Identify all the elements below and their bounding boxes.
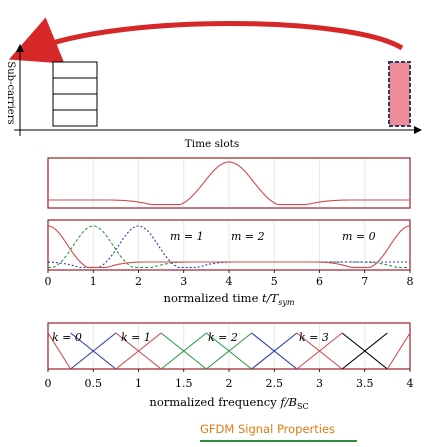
freq-axis-ticks: 0 0.5 1 1.5 2 2.5 3 3.5 4	[45, 369, 414, 390]
freq-tick-label: 4	[407, 377, 414, 390]
first-time-slot-block	[52, 61, 98, 127]
label-k-1: k = 1	[121, 331, 151, 344]
time-axis-ticks: 0 1 2 3 4 5 6 7 8	[45, 270, 414, 288]
subcarrier-spectrum-1	[160, 332, 207, 370]
figure-caption: GFDM Signal Properties	[200, 422, 336, 436]
freq-tick-label: 2	[226, 377, 233, 390]
time-tick-label: 0	[45, 275, 52, 288]
subcarrier-spectrum-mid-1	[206, 332, 252, 370]
label-m-1: m = 1	[170, 230, 204, 243]
label-k-0: k = 0	[52, 331, 82, 344]
single-pulse-panel	[47, 157, 411, 209]
freq-tick-label: 0	[45, 377, 52, 390]
freq-tick-label: 3	[316, 377, 323, 390]
freq-tick-label: 1	[135, 377, 142, 390]
freq-tick-label: 0.5	[85, 377, 103, 390]
gfdm-figure: Sub-carriers Time slots m = 1 m = 2 m = …	[5, 17, 422, 411]
caption-underline	[200, 440, 357, 442]
time-tick-label: 8	[407, 275, 414, 288]
time-tick-label: 7	[361, 275, 368, 288]
time-tick-label: 6	[316, 275, 323, 288]
freq-axis-label: normalized frequency f/BSC	[149, 395, 308, 411]
time-panel-grid	[92, 221, 366, 269]
time-domain-curves	[47, 225, 411, 268]
time-tick-label: 4	[226, 275, 233, 288]
freq-tick-label: 2.5	[266, 377, 284, 390]
subcarrier-spectrum-mid-0	[115, 332, 162, 370]
last-time-slot-block	[388, 61, 411, 127]
label-k-2: k = 2	[208, 331, 238, 344]
x-axis-label: Time slots	[185, 138, 240, 150]
pulse-panel-grid	[92, 159, 366, 207]
subcarrier-edge-left	[47, 332, 72, 370]
pulse-m-0	[47, 225, 411, 268]
time-domain-panel: m = 1 m = 2 m = 0 0 1 2 3 4 5 6 7 8 normalized t…	[45, 219, 414, 307]
time-tick-label: 1	[90, 275, 97, 288]
freq-tick-label: 1.5	[175, 377, 193, 390]
freq-tick-label: 3.5	[356, 377, 374, 390]
time-axis-label: normalized time t/Tsym	[164, 291, 295, 307]
freq-panel-grid	[92, 324, 366, 368]
frequency-domain-panel: k = 0 k = 1 k = 2 k = 3 0 0.5 1 1.5 2 2.5 3 3.5…	[45, 322, 414, 411]
label-m-2: m = 2	[231, 230, 265, 243]
time-tick-label: 5	[271, 275, 278, 288]
subcarrier-spectrum-2	[251, 332, 298, 370]
subcarrier-edge-right	[386, 332, 411, 370]
time-tick-label: 3	[180, 275, 187, 288]
frequency-domain-curves	[47, 332, 411, 370]
subcarrier-spectrum-3	[341, 332, 388, 370]
cyclic-arrow	[8, 17, 404, 64]
single-pulse-curve	[48, 161, 410, 206]
y-axis-label: Sub-carriers	[5, 61, 16, 124]
subcarrier-spectrum-0	[70, 332, 117, 370]
subcarrier-spectrum-mid-2	[296, 332, 343, 370]
time-frequency-grid-diagram: Sub-carriers Time slots	[5, 17, 422, 150]
label-k-3: k = 3	[299, 331, 329, 344]
pulse-m-2	[47, 225, 410, 268]
time-tick-label: 2	[135, 275, 142, 288]
label-m-0: m = 0	[342, 230, 376, 243]
